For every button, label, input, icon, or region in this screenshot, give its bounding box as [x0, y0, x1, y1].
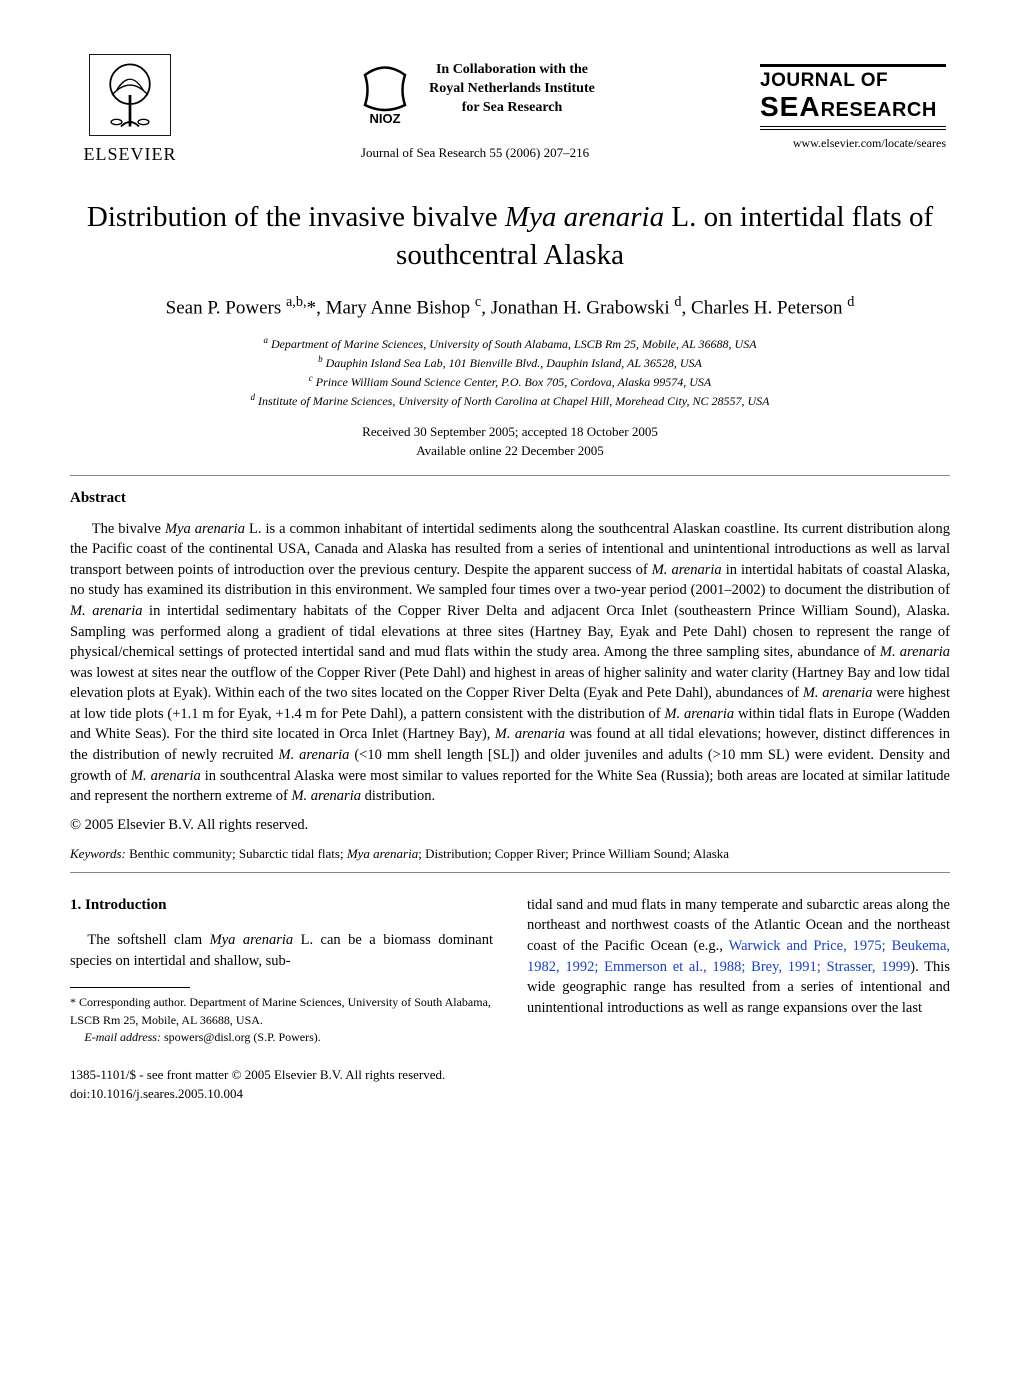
- logo-line-1: JOURNAL OF: [760, 70, 888, 91]
- journal-header: ELSEVIER NIOZ In Collaboration with the …: [70, 50, 950, 165]
- front-matter-block: 1385-1101/$ - see front matter © 2005 El…: [70, 1066, 493, 1102]
- affiliation-b: b Dauphin Island Sea Lab, 101 Bienville …: [70, 353, 950, 372]
- affiliations: a Department of Marine Sciences, Univers…: [70, 334, 950, 410]
- keywords-value: Benthic community; Subarctic tidal flats…: [126, 846, 729, 861]
- left-column: 1. Introduction The softshell clam Mya a…: [70, 895, 493, 1103]
- right-column: tidal sand and mud flats in many tempera…: [527, 895, 950, 1103]
- affiliation-a: a Department of Marine Sciences, Univers…: [70, 334, 950, 353]
- collab-line-2: Royal Netherlands Institute: [429, 80, 595, 99]
- header-center: NIOZ In Collaboration with the Royal Net…: [190, 55, 760, 161]
- collab-text: In Collaboration with the Royal Netherla…: [429, 61, 595, 118]
- title-species: Mya arenaria: [505, 201, 664, 233]
- title-pre: Distribution of the invasive bivalve: [87, 201, 505, 233]
- journal-citation: Journal of Sea Research 55 (2006) 207–21…: [361, 145, 589, 161]
- affiliation-c: c Prince William Sound Science Center, P…: [70, 372, 950, 391]
- publisher-name: ELSEVIER: [84, 144, 177, 165]
- publisher-block: ELSEVIER: [70, 50, 190, 165]
- email-value: spowers@disl.org (S.P. Powers).: [161, 1030, 321, 1044]
- keywords-label: Keywords:: [70, 846, 126, 861]
- collab-line-3: for Sea Research: [429, 99, 595, 118]
- logo-rule: [760, 64, 946, 67]
- abstract-body: The bivalve Mya arenaria L. is a common …: [70, 519, 950, 807]
- collab-row: NIOZ In Collaboration with the Royal Net…: [355, 55, 595, 125]
- divider: [70, 475, 950, 476]
- intro-para-right: tidal sand and mud flats in many tempera…: [527, 895, 950, 1018]
- email-label: E-mail address:: [84, 1030, 161, 1044]
- divider: [70, 872, 950, 873]
- body-columns: 1. Introduction The softshell clam Mya a…: [70, 895, 950, 1103]
- online-date: Available online 22 December 2005: [70, 441, 950, 461]
- affiliation-d: d Institute of Marine Sciences, Universi…: [70, 391, 950, 410]
- logo-rule: [760, 126, 946, 127]
- svg-text:NIOZ: NIOZ: [370, 111, 401, 125]
- front-matter-line: 1385-1101/$ - see front matter © 2005 El…: [70, 1066, 493, 1084]
- intro-heading: 1. Introduction: [70, 895, 493, 916]
- article-dates: Received 30 September 2005; accepted 18 …: [70, 422, 950, 461]
- received-date: Received 30 September 2005; accepted 18 …: [70, 422, 950, 442]
- article-title: Distribution of the invasive bivalve Mya…: [70, 199, 950, 274]
- doi-line: doi:10.1016/j.seares.2005.10.004: [70, 1085, 493, 1103]
- copyright-line: © 2005 Elsevier B.V. All rights reserved…: [70, 817, 950, 834]
- journal-logo-text: JOURNAL OF SEARESEARCH: [760, 71, 950, 123]
- footnote-rule: [70, 987, 190, 988]
- email-footnote: E-mail address: spowers@disl.org (S.P. P…: [70, 1029, 493, 1046]
- authors-line: Sean P. Powers a,b,*, Mary Anne Bishop c…: [70, 294, 950, 319]
- logo-rule: [760, 129, 946, 130]
- nioz-icon: NIOZ: [355, 55, 415, 125]
- intro-para-left: The softshell clam Mya arenaria L. can b…: [70, 930, 493, 971]
- journal-logo-block: JOURNAL OF SEARESEARCH www.elsevier.com/…: [760, 64, 950, 152]
- site-url[interactable]: www.elsevier.com/locate/seares: [760, 136, 946, 151]
- abstract-heading: Abstract: [70, 490, 950, 507]
- collab-line-1: In Collaboration with the: [429, 61, 595, 80]
- logo-research: RESEARCH: [821, 99, 937, 121]
- keywords-line: Keywords: Benthic community; Subarctic t…: [70, 846, 950, 862]
- elsevier-tree-icon: [85, 50, 175, 140]
- logo-sea: SEA: [760, 91, 821, 122]
- corresponding-footnote: * Corresponding author. Department of Ma…: [70, 994, 493, 1029]
